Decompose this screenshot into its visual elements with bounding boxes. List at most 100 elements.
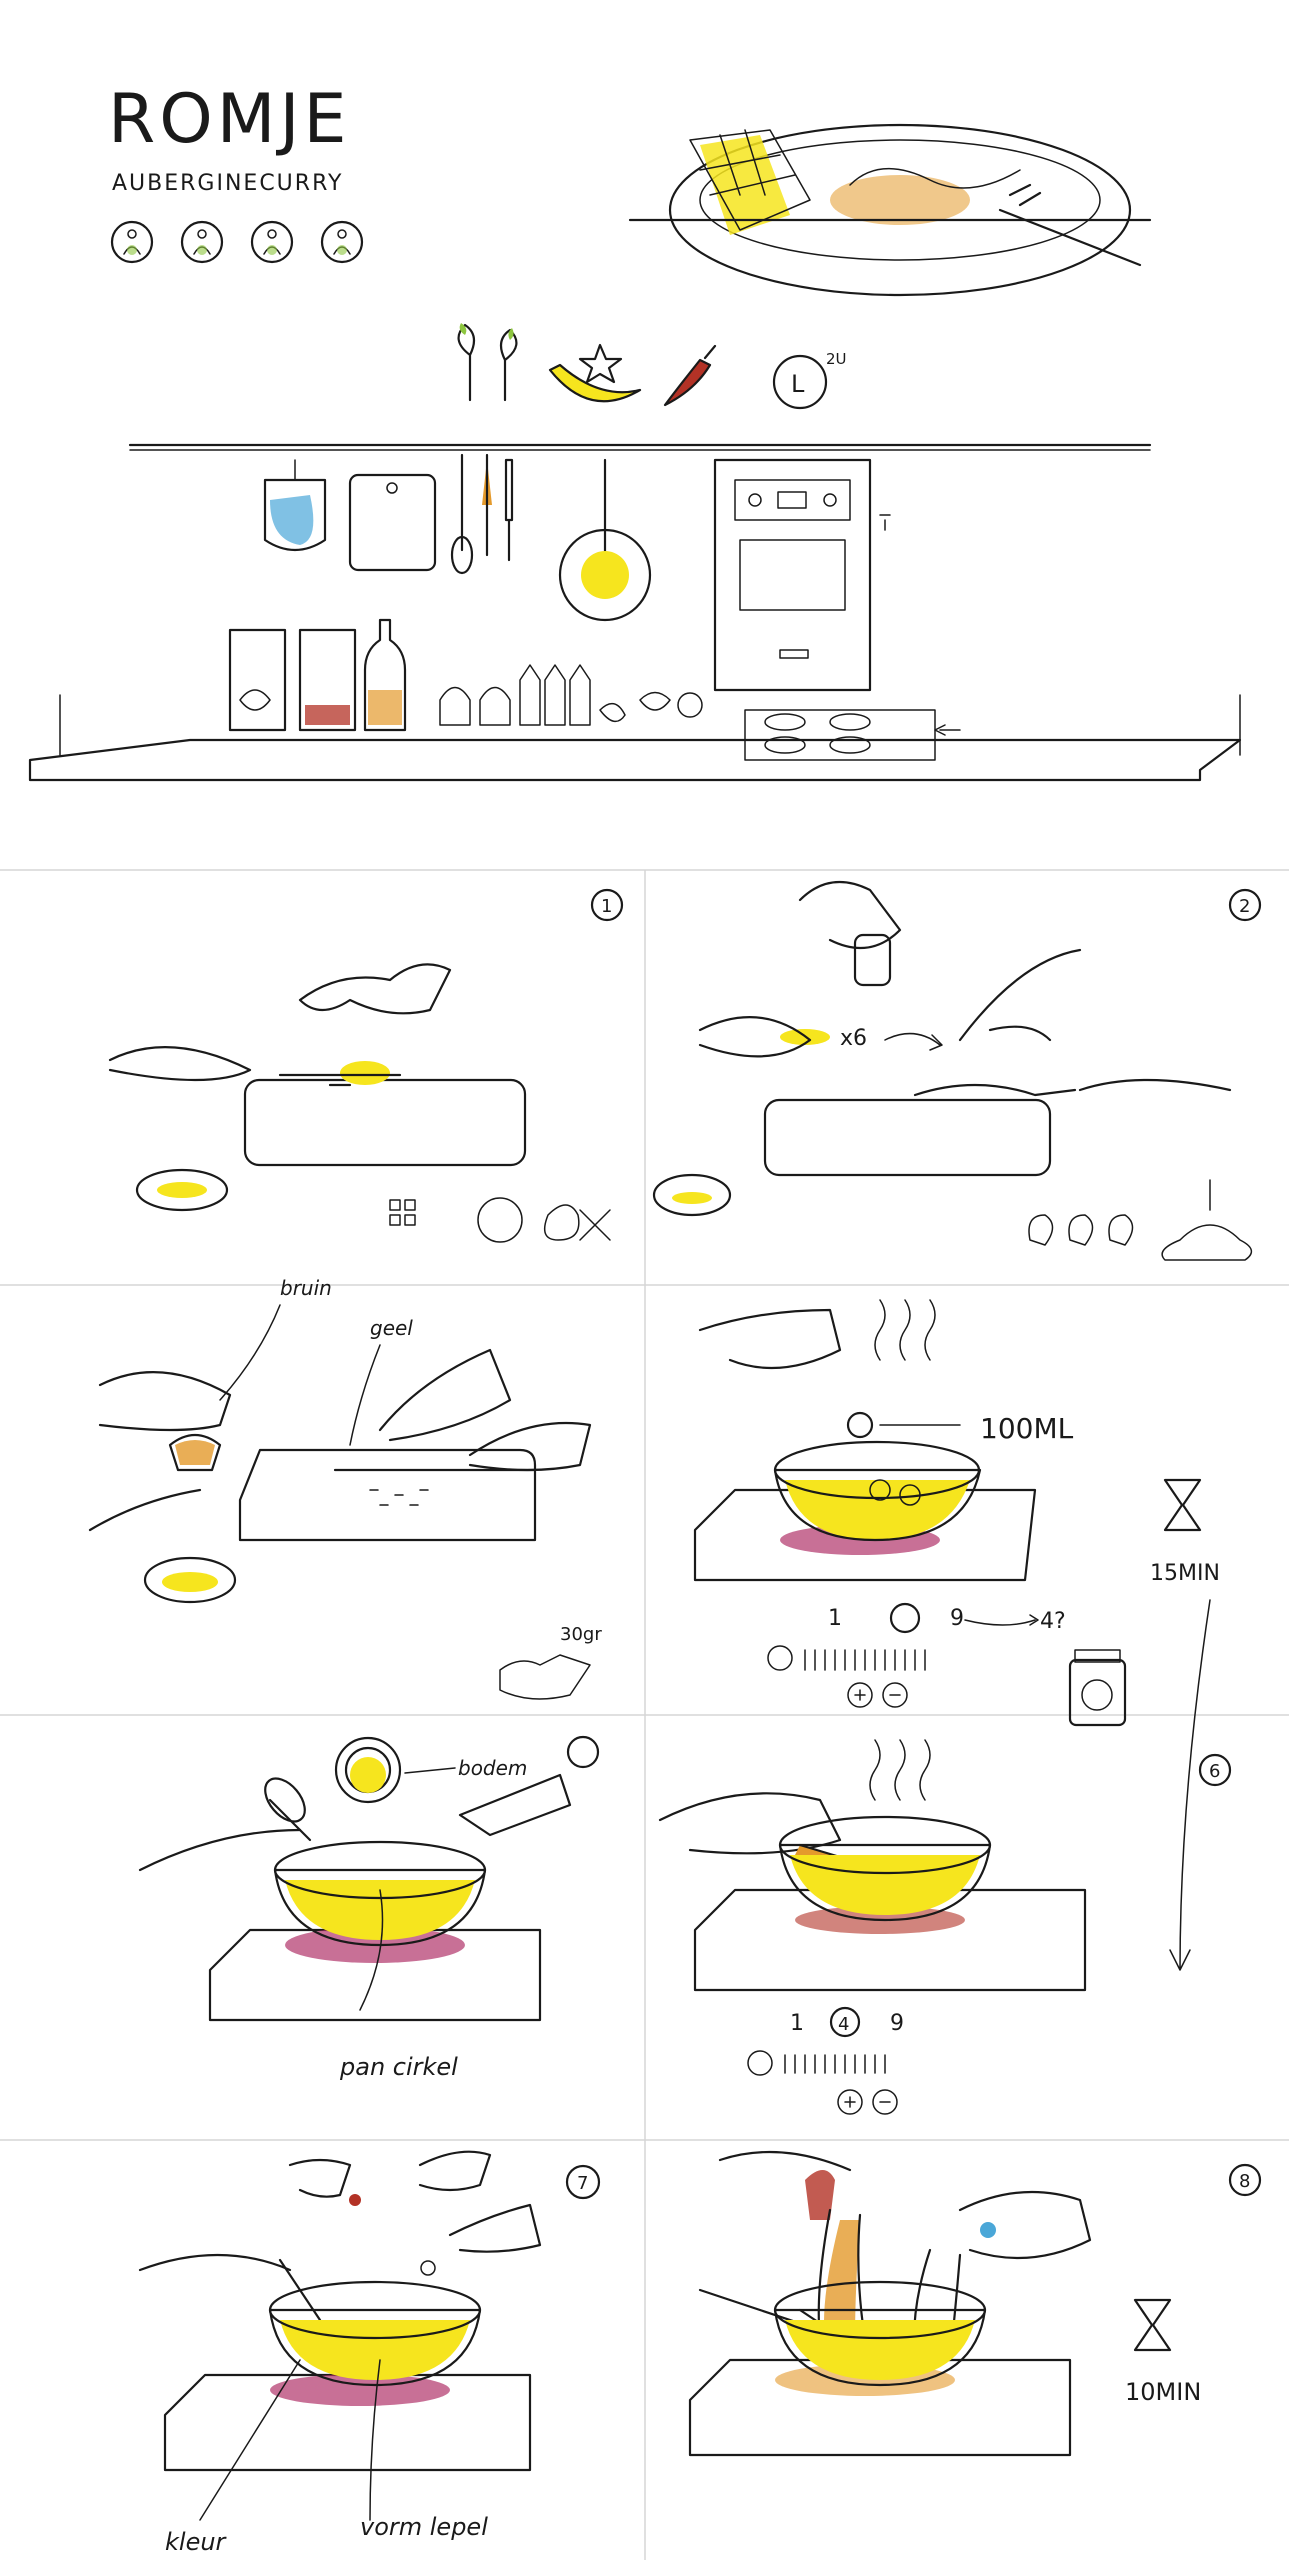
person-icon	[180, 220, 224, 264]
hourglass-icon	[1163, 1478, 1202, 1532]
hand-icon	[138, 2253, 292, 2272]
hand-icon	[108, 1046, 252, 1082]
hourglass-icon	[1133, 2298, 1172, 2352]
step-7: 7 kleur vorm lepel	[138, 2150, 601, 2556]
step-6: 6 1 4 9	[658, 1739, 1232, 2115]
onion-icon	[168, 1433, 222, 1472]
garlic-icon	[543, 1204, 580, 1241]
timer-text: L	[791, 370, 805, 398]
pot-icon	[773, 1468, 982, 1542]
step-number-circle	[1228, 2163, 1262, 2197]
amount-100ml: 100ML	[980, 1412, 1074, 1445]
onion-icon	[477, 1197, 523, 1243]
svg-text:9: 9	[890, 2011, 904, 2036]
hand-icon	[88, 1488, 202, 1532]
weight-note: 30gr	[560, 1624, 602, 1645]
svg-text:1: 1	[790, 2011, 804, 2036]
stove-plate	[163, 2373, 532, 2472]
step-number-circle	[590, 888, 624, 922]
hand-icon	[468, 1421, 592, 1472]
hand-icon	[718, 2150, 852, 2172]
hand-icon	[1078, 1078, 1232, 1092]
person-icon	[250, 220, 294, 264]
cutting-board	[243, 1078, 527, 1167]
banana-star-icon	[548, 343, 642, 403]
herb-icon	[457, 323, 518, 402]
arrow-down-icon	[1169, 1599, 1211, 1971]
hand-icon	[698, 1308, 842, 1370]
heat-dial: 1 9 4?	[767, 1602, 1066, 1708]
bowl-icon	[652, 1173, 732, 1217]
stove-plate	[693, 1888, 1087, 1992]
stir-icon	[566, 1735, 600, 1769]
step-number-circle	[565, 2164, 601, 2200]
kitchen-scene	[28, 443, 1242, 782]
hand-icon	[418, 2150, 492, 2192]
spice-shaker-icon	[458, 1773, 572, 1837]
timer-15min: 15MIN	[1150, 1478, 1220, 1971]
stovetop-icon	[744, 709, 936, 761]
hand-icon	[448, 2203, 542, 2253]
step-number: 8	[1239, 2171, 1250, 2192]
step-number-circle	[1228, 888, 1262, 922]
oven-mitt-icon	[263, 459, 327, 551]
measuring-cup-icon	[846, 1411, 874, 1439]
step-3: bruin geel	[88, 1276, 592, 1604]
step-number: 1	[601, 896, 612, 917]
cutting-board	[763, 1098, 1052, 1177]
person-icon	[320, 220, 364, 264]
header: ROMJE AUBERGINECURRY	[108, 80, 364, 264]
bowl-icon	[135, 1168, 229, 1212]
stove-plate	[688, 2358, 1072, 2457]
cutting-board-icon	[348, 473, 437, 572]
recipe-title: ROMJE	[108, 80, 350, 159]
fold-lines	[0, 869, 1289, 2560]
hand-icon	[138, 1828, 302, 1872]
steam-icon	[874, 1299, 936, 1361]
svg-text:1: 1	[828, 1606, 842, 1631]
finished-dish-illustration	[628, 123, 1152, 297]
stove-plate	[208, 1928, 542, 2022]
step-number-circle	[1198, 1753, 1232, 1787]
stove-plate	[693, 1488, 1037, 1582]
svg-text:9: 9	[950, 1606, 964, 1631]
chopped-pieces	[369, 1489, 429, 1506]
timer-duration: 10MIN	[1125, 2378, 1201, 2406]
timer-10min: 10MIN	[1125, 2298, 1201, 2406]
hand-icon	[958, 948, 1082, 1042]
person-icon	[110, 220, 154, 264]
label-geel: geel	[370, 1316, 413, 1340]
oven-icon	[713, 458, 891, 692]
step-number: 6	[1209, 1761, 1220, 1782]
hand-icon	[298, 963, 452, 1015]
servings-row	[110, 220, 364, 264]
bowl-icon	[143, 1556, 237, 1604]
clock-icon: L 2U	[772, 350, 847, 410]
hand-icon	[698, 1016, 812, 1058]
pot-icon	[268, 2308, 482, 2387]
spice-jars	[228, 618, 703, 732]
chili-pepper-icon	[663, 344, 717, 407]
target-setting: 4?	[1040, 1609, 1066, 1634]
frying-pan-icon	[558, 458, 652, 622]
step-5: bodem pan cirkel	[138, 1735, 600, 2081]
pot-icon	[773, 2308, 987, 2387]
heat-dial: 1 4 9	[747, 2006, 904, 2115]
arrow-icon	[884, 1032, 943, 1051]
knife-icon	[913, 1083, 1077, 1097]
ingredient-icons: L 2U	[457, 323, 847, 410]
step-8: 8	[688, 2150, 1262, 2457]
cutting-board	[238, 1448, 537, 1542]
label-pan-cirkel: pan cirkel	[339, 2053, 458, 2081]
ginger-icon	[499, 1654, 591, 1700]
step-number: 7	[577, 2173, 588, 2194]
step-1: 1	[108, 888, 624, 1243]
label-bruin: bruin	[280, 1276, 332, 1300]
steam-icon	[869, 1739, 931, 1801]
diced-pieces	[389, 1199, 416, 1226]
label-bodem: bodem	[458, 1756, 527, 1780]
repeat-multiplier: x6	[840, 1026, 867, 1051]
svg-text:4: 4	[838, 2014, 849, 2035]
hand-icon	[98, 1371, 232, 1432]
